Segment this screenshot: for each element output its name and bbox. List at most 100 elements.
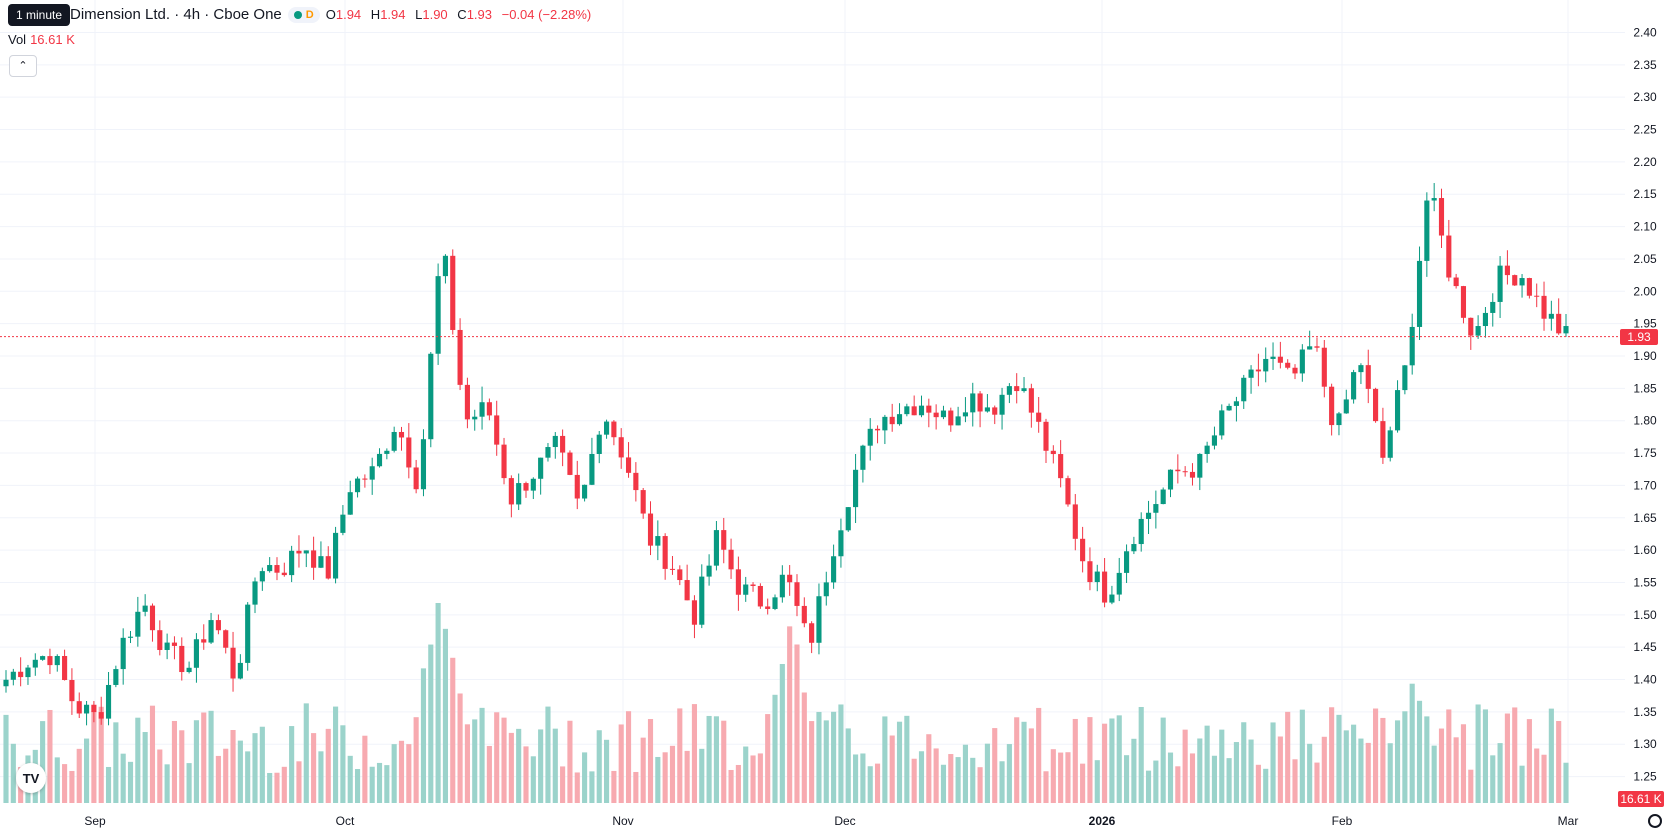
change-value: −0.04 (−2.28%)	[501, 7, 592, 22]
candle-body	[508, 478, 514, 505]
candle-body	[948, 410, 954, 426]
candle-body	[516, 483, 522, 505]
price-tick-label: 1.25	[1633, 770, 1657, 784]
volume-bar	[369, 766, 375, 803]
tradingview-logo-icon[interactable]: TV	[16, 763, 46, 793]
candle-body	[120, 637, 126, 670]
ohlc-values: O1.94 H1.94 L1.90 C1.93 −0.04 (−2.28%)	[326, 7, 598, 22]
volume-bar	[765, 714, 771, 803]
price-tick-label: 1.90	[1633, 349, 1657, 363]
candle-body	[765, 606, 771, 609]
candle-body	[684, 580, 690, 601]
volume-bar	[735, 764, 741, 803]
price-tick-label: 2.00	[1633, 284, 1657, 298]
volume-bar	[1556, 721, 1562, 803]
candle-body	[376, 453, 383, 467]
volume-bar	[633, 771, 639, 803]
volume-bar	[1490, 755, 1496, 803]
candle-body	[208, 620, 214, 643]
candle-body	[611, 421, 617, 438]
volume-bar	[142, 732, 148, 803]
volume-bar	[472, 719, 478, 803]
candle-body	[1255, 369, 1261, 372]
candle-body	[596, 434, 602, 454]
volume-bar	[691, 704, 698, 803]
candle-body	[538, 457, 544, 479]
candle-body	[1534, 295, 1540, 297]
volume-bar	[1548, 708, 1554, 803]
candle-body	[413, 467, 419, 490]
price-axis[interactable]: 2.40 2.35 2.30 2.25 2.20 2.15 2.10 2.05 2.00 1.95…	[1633, 25, 1657, 783]
volume-bar	[1497, 743, 1503, 803]
candle-body	[1321, 347, 1327, 387]
volume-bar	[186, 763, 192, 803]
volume-bar	[1080, 763, 1086, 803]
time-axis[interactable]: Sep Oct Nov Dec 2026 Feb Mar	[84, 814, 1578, 828]
volume-bar	[1233, 742, 1239, 803]
volume-bar	[801, 692, 807, 803]
volume-bar	[333, 706, 339, 803]
candle-body	[750, 584, 756, 586]
price-tick-label: 1.70	[1633, 478, 1657, 492]
volume-bar	[1145, 770, 1152, 803]
volume-bar	[530, 756, 536, 803]
candle-body	[1153, 504, 1159, 513]
candle-body	[787, 574, 793, 583]
volume-bar	[1065, 752, 1071, 803]
price-tick-label: 2.25	[1633, 123, 1657, 137]
candle-body	[428, 353, 434, 440]
volume-bar	[62, 764, 68, 803]
volume-bar	[376, 762, 383, 803]
candle-body	[1460, 286, 1467, 318]
candle-body	[303, 550, 309, 554]
candle-body	[142, 605, 148, 612]
candle-body	[1109, 594, 1115, 603]
settings-icon[interactable]	[1648, 814, 1662, 828]
candle-body	[874, 428, 881, 431]
candle-body	[391, 431, 397, 451]
candle-body	[1167, 469, 1174, 490]
time-tick-label: Feb	[1332, 814, 1353, 828]
candle-body	[1416, 260, 1423, 327]
candle-body	[640, 490, 646, 514]
volume-bar	[318, 751, 324, 803]
candle-body	[1314, 346, 1320, 348]
volume-bar	[113, 722, 119, 803]
candle-body	[1380, 421, 1386, 458]
symbol-title[interactable]: Dimension Ltd. · 4h · Cboe One	[70, 6, 282, 23]
candle-body	[618, 437, 624, 458]
volume-bar	[1124, 755, 1130, 803]
volume-bar	[1416, 700, 1423, 803]
candle-body	[809, 623, 815, 643]
volume-bar	[91, 710, 97, 803]
volume-bar	[889, 735, 895, 803]
candle-body	[252, 581, 258, 605]
candle-body	[135, 611, 141, 637]
candle-body	[384, 450, 390, 454]
candle-body	[296, 550, 302, 554]
market-status[interactable]: D	[287, 6, 320, 23]
candle-body	[523, 483, 529, 491]
volume-bar	[1138, 706, 1144, 803]
chevron-up-icon: ⌃	[18, 60, 28, 72]
volume-bar	[1028, 728, 1034, 803]
volume-bar	[76, 748, 82, 803]
candle-body	[1241, 377, 1247, 402]
candle-body	[149, 605, 156, 631]
price-tick-label: 2.30	[1633, 90, 1657, 104]
volume-bars	[3, 603, 1569, 803]
candle-body	[1189, 471, 1196, 478]
volume-bar	[1006, 744, 1012, 803]
volume-bar	[1175, 766, 1181, 803]
volume-bar	[1226, 758, 1232, 803]
candle-body	[230, 647, 236, 679]
candle-body	[347, 492, 353, 515]
price-tick-label: 1.65	[1633, 511, 1657, 525]
candle-body	[911, 406, 917, 416]
collapse-legend-button[interactable]: ⌃	[9, 55, 37, 77]
volume-bar	[970, 757, 976, 803]
candle-body	[1512, 275, 1518, 286]
close-value: 1.93	[466, 7, 492, 22]
volume-bar	[1380, 717, 1386, 803]
